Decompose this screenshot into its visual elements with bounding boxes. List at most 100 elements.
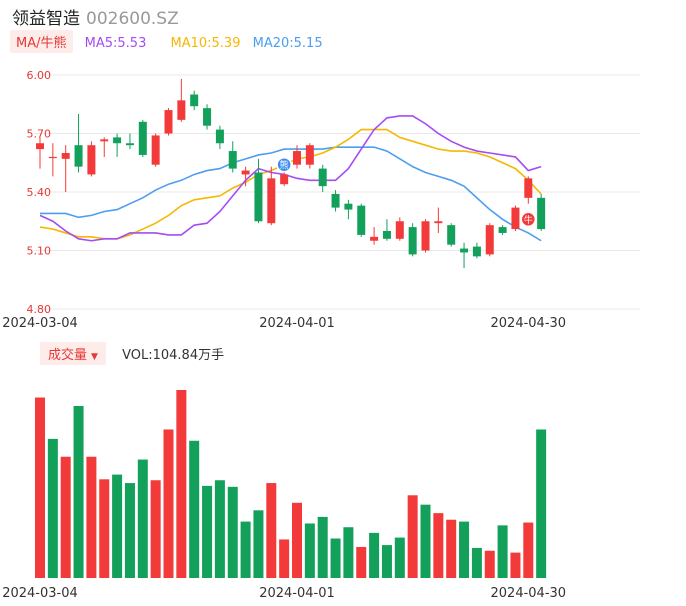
volume-bar: [150, 480, 161, 578]
candle-body: [485, 225, 494, 255]
ma-indicator-button[interactable]: MA/牛熊: [10, 30, 73, 53]
volume-bar: [536, 429, 547, 578]
candle-body: [293, 151, 301, 165]
stock-title: 领益智造 002600.SZ: [12, 4, 179, 29]
volume-date-tick-label: 2024-03-04: [2, 586, 78, 601]
marker-label: 牛: [524, 214, 533, 226]
volume-bar: [484, 550, 495, 578]
ma-legend: MA/牛熊 MA5:5.53 MA10:5.39 MA20:5.15: [10, 30, 323, 53]
volume-bar: [35, 397, 45, 578]
candle-body: [280, 174, 289, 185]
volume-bar: [381, 545, 392, 578]
marker-circle: [276, 156, 292, 173]
ma5-label: MA5:5.53: [84, 36, 147, 51]
volume-bar: [343, 527, 354, 578]
volume-bar: [73, 405, 84, 578]
volume-bar: [112, 474, 123, 578]
candle-body: [357, 205, 366, 235]
candle-body: [241, 170, 250, 175]
volume-bar: [240, 521, 251, 578]
candle-body: [331, 193, 340, 208]
volume-bar: [279, 539, 290, 578]
price-tick-label: 4.80: [27, 303, 52, 316]
candle-body: [113, 137, 122, 144]
date-tick-label: 2024-04-01: [259, 316, 335, 331]
candle-body: [74, 145, 83, 167]
candle-body: [203, 108, 212, 126]
volume-bar: [163, 429, 174, 578]
volume-bar: [214, 480, 225, 578]
candle-body: [395, 221, 404, 239]
price-tick-label: 5.10: [27, 245, 52, 258]
volume-bar: [369, 532, 380, 578]
volume-bar: [497, 525, 508, 578]
date-tick-label: 2024-03-04: [2, 316, 78, 331]
volume-indicator-button[interactable]: 成交量 ▼: [40, 342, 106, 365]
volume-value: VOL:104.84万手: [122, 348, 225, 363]
volume-bar: [471, 547, 482, 578]
candle-body: [254, 172, 263, 222]
volume-bar: [137, 459, 148, 578]
candle-body: [318, 168, 327, 187]
candle-body: [228, 151, 237, 169]
candle-body: [164, 110, 173, 134]
candle-body: [87, 145, 96, 175]
volume-bar: [407, 495, 418, 578]
volume-bar: [189, 440, 200, 578]
candle-body: [125, 143, 134, 146]
candle-body: [190, 94, 199, 107]
volume-bar: [202, 485, 213, 578]
candle-body: [408, 227, 417, 255]
volume-bar: [292, 502, 302, 578]
date-tick-label: 2024-04-30: [491, 316, 567, 331]
volume-bar: [86, 456, 97, 578]
candle-body: [138, 121, 147, 155]
ma10-line: [39, 128, 542, 240]
volume-bar: [356, 546, 367, 578]
dropdown-arrow-icon: ▼: [91, 352, 98, 362]
marker-circle: [520, 211, 537, 228]
marker-label: 熊: [280, 159, 289, 171]
candle-body: [370, 236, 379, 241]
volume-bar: [99, 479, 110, 578]
candle-body: [434, 221, 443, 224]
candle-body: [100, 139, 109, 142]
candle-body: [267, 178, 276, 224]
bull-marker-icon: 牛: [520, 211, 537, 228]
candle-body: [447, 225, 456, 245]
candle-body: [151, 135, 160, 165]
volume-bar: [60, 456, 71, 578]
candle-body: [215, 129, 224, 144]
volume-bar: [446, 519, 457, 578]
candle-body: [524, 178, 533, 198]
candle-body: [511, 207, 520, 230]
volume-bar: [433, 513, 444, 578]
volume-bar: [47, 438, 58, 578]
price-tick-label: 6.00: [27, 69, 52, 82]
ma10-label: MA10:5.39: [170, 36, 241, 51]
volume-date-tick-label: 2024-04-01: [259, 586, 335, 601]
volume-bar: [394, 537, 405, 578]
price-tick-label: 5.70: [27, 128, 52, 141]
ma20-label: MA20:5.15: [252, 36, 323, 51]
candle-body: [305, 145, 314, 165]
price-tick-label: 5.40: [27, 186, 52, 199]
volume-bar: [227, 486, 238, 578]
volume-bar: [510, 552, 521, 578]
candle-body: [382, 231, 391, 239]
candle-body: [472, 246, 481, 257]
volume-bar: [330, 538, 341, 578]
volume-bar: [420, 504, 431, 578]
candle-body: [48, 156, 57, 159]
volume-bar: [523, 522, 534, 578]
stock-name: 领益智造: [12, 9, 80, 29]
volume-bar: [176, 390, 187, 578]
candle-body: [344, 203, 353, 210]
candle-body: [460, 248, 469, 253]
stock-code: 002600.SZ: [86, 9, 179, 29]
volume-date-tick-label: 2024-04-30: [491, 586, 567, 601]
volume-tag-label: 成交量: [48, 348, 88, 363]
ma5-line: [39, 115, 542, 242]
candle-body: [177, 100, 186, 120]
